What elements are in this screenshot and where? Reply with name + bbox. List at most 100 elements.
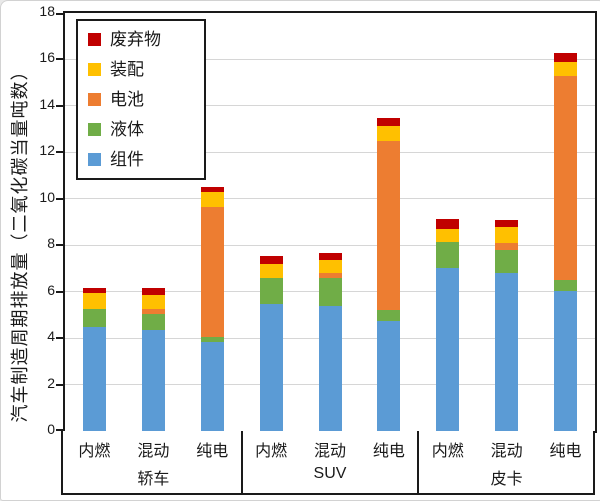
y-tick-label: 6: [47, 281, 55, 298]
bar-segment-装配: [200, 191, 224, 207]
vehicle-group-label: 皮卡: [490, 471, 523, 488]
fuel-type-label: 混动: [137, 443, 170, 460]
bar-segment-液体: [377, 310, 401, 321]
bar-segment-组件: [495, 273, 519, 431]
bar-轿车-纯电: [200, 187, 224, 431]
legend-swatch-icon: [88, 63, 101, 76]
y-tickmark-2: [56, 383, 63, 386]
bar-segment-液体: [259, 277, 283, 305]
legend-swatch-icon: [88, 33, 101, 46]
fuel-type-label: 混动: [313, 443, 347, 460]
bar-segment-液体: [141, 313, 165, 330]
legend-item-废弃物: 废弃物: [88, 29, 194, 50]
y-tickmark-6: [56, 290, 63, 293]
bar-segment-装配: [259, 263, 283, 278]
bar-segment-装配: [495, 226, 519, 243]
bar-SUV-内燃: [259, 255, 283, 431]
y-tick-label: 4: [47, 328, 55, 345]
legend-label: 电池: [110, 90, 144, 109]
bar-轿车-内燃: [82, 288, 106, 431]
bar-segment-装配: [141, 295, 165, 310]
legend-swatch-icon: [88, 93, 101, 106]
fuel-type-label: 内燃: [255, 443, 288, 460]
y-tick-label: 10: [39, 188, 55, 205]
legend-swatch-icon: [88, 123, 101, 136]
bar-segment-液体: [82, 309, 106, 327]
bar-segment-装配: [318, 260, 342, 274]
bar-皮卡-纯电: [554, 52, 578, 431]
fuel-type-label: 纯电: [549, 443, 582, 460]
bar-segment-液体: [200, 336, 224, 342]
y-tick-label: 12: [39, 142, 55, 159]
bar-segment-电池: [141, 309, 165, 314]
bar-segment-液体: [554, 280, 578, 291]
y-tickmark-0: [56, 429, 63, 431]
legend-label: 装配: [110, 60, 144, 79]
gridline-y16: [65, 58, 595, 60]
legend-item-装配: 装配: [88, 59, 194, 80]
bar-segment-组件: [141, 329, 165, 431]
bar-segment-废弃物: [554, 52, 578, 62]
fuel-type-label: 纯电: [196, 443, 229, 460]
legend-item-液体: 液体: [88, 119, 194, 140]
gridline-y14: [65, 105, 595, 107]
y-tick-label: 0: [47, 421, 55, 437]
y-tickmark-10: [56, 197, 63, 200]
bar-segment-废弃物: [436, 218, 460, 229]
bar-皮卡-混动: [495, 219, 519, 431]
plot-area: [56, 11, 597, 433]
bar-segment-电池: [377, 140, 401, 311]
bar-segment-废弃物: [495, 219, 519, 227]
bar-segment-组件: [82, 326, 106, 431]
bar-segment-废弃物: [141, 288, 165, 296]
vehicle-group-label: 轿车: [137, 471, 170, 488]
y-tickmark-8: [56, 244, 63, 247]
bar-segment-电池: [495, 242, 519, 250]
y-tick-label: 18: [39, 3, 55, 19]
y-tickmark-14: [56, 104, 63, 107]
fuel-type-label: 内燃: [431, 443, 464, 460]
bar-segment-电池: [200, 206, 224, 337]
group-divider: [240, 431, 243, 493]
bar-segment-液体: [318, 277, 342, 306]
fuel-type-label: 混动: [490, 443, 523, 460]
fuel-type-label: 内燃: [78, 443, 111, 460]
y-tick-label: 14: [39, 95, 55, 112]
bar-segment-废弃物: [318, 253, 342, 261]
legend-swatch-icon: [88, 153, 101, 166]
bar-segment-组件: [554, 290, 578, 431]
fuel-type-label: 纯电: [372, 443, 405, 460]
legend-item-组件: 组件: [88, 149, 194, 170]
y-tickmark-4: [56, 337, 63, 340]
bar-SUV-纯电: [377, 117, 401, 431]
bar-segment-组件: [200, 341, 224, 431]
bar-SUV-混动: [318, 253, 342, 431]
legend-label: 组件: [110, 150, 144, 169]
y-tickmark-12: [56, 151, 63, 154]
bar-segment-电池: [318, 273, 342, 278]
bar-segment-装配: [554, 61, 578, 76]
bar-segment-液体: [436, 241, 460, 269]
legend-item-电池: 电池: [88, 89, 194, 110]
bar-segment-组件: [377, 320, 401, 431]
bar-轿车-混动: [141, 288, 165, 431]
bar-segment-组件: [436, 268, 460, 431]
bar-segment-装配: [82, 292, 106, 310]
y-tickmark-16: [56, 58, 63, 61]
bar-segment-废弃物: [377, 117, 401, 126]
bar-segment-废弃物: [200, 187, 224, 192]
legend-label: 液体: [110, 120, 144, 139]
bar-segment-电池: [554, 75, 578, 281]
legend-label: 废弃物: [110, 30, 161, 49]
x-axis-category-box: 内燃 混动 纯电 内燃 混动 纯电 内燃 混动 纯电 轿车 SUV 皮卡: [61, 431, 595, 495]
bar-segment-装配: [436, 228, 460, 242]
y-tick-label: 8: [47, 235, 55, 252]
bar-segment-组件: [318, 305, 342, 431]
bar-segment-液体: [495, 249, 519, 274]
gridline-y8: [65, 244, 595, 246]
bar-segment-装配: [377, 125, 401, 141]
bar-segment-组件: [259, 304, 283, 431]
y-axis-tick-labels: 0 2 4 6 8 10 12 14 16 18: [1, 3, 55, 437]
legend: 废弃物装配电池液体组件: [76, 19, 206, 180]
